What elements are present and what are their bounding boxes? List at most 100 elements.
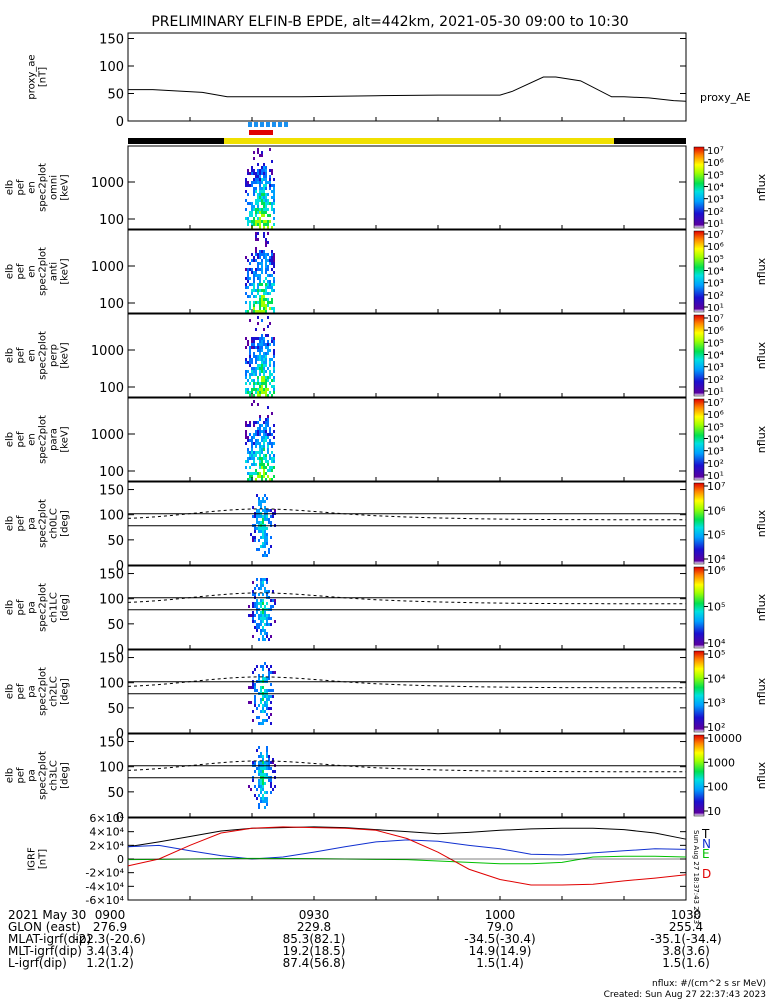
y-tick-label: 150	[99, 484, 124, 499]
spectrogram-cell	[258, 674, 260, 677]
spectrogram-cell	[260, 698, 262, 701]
spectrogram-cell	[253, 442, 255, 445]
spectrogram-cell	[273, 196, 275, 199]
spectrogram-cell	[263, 442, 265, 445]
spectrogram-cell	[261, 319, 263, 322]
spectrogram-cell	[265, 268, 267, 271]
spectrogram-cell	[273, 457, 275, 460]
spectrogram-cell	[260, 701, 262, 704]
science-zone-mark	[284, 122, 288, 127]
y-tick-label: 100	[99, 60, 124, 75]
colorbar-tick-label: 10⁴	[707, 672, 726, 685]
y-axis-label-line: spec2plot	[38, 583, 49, 632]
spectrogram-cell	[262, 668, 264, 671]
science-zone-mark	[278, 122, 282, 127]
spectrogram-cell	[245, 358, 247, 361]
spectrogram-cell	[253, 193, 255, 196]
spectrogram-cell	[252, 539, 254, 542]
spectrogram-cell	[245, 424, 247, 427]
spectrogram-cell	[258, 626, 260, 629]
spectrogram-cell	[260, 773, 262, 776]
spectrogram-cell	[262, 722, 264, 725]
spectrogram-cell	[258, 716, 260, 719]
spectrogram-cell	[263, 379, 265, 382]
spectrogram-cell	[273, 466, 275, 469]
spectrogram-cell	[265, 352, 267, 355]
spectrogram-cell	[253, 178, 255, 181]
y-tick-label: 100	[99, 593, 124, 608]
spectrogram-cell	[264, 494, 266, 497]
spectrogram-cell	[249, 355, 251, 358]
spectrogram-cell	[264, 506, 266, 509]
spectrogram-cell	[259, 427, 261, 430]
spectrogram-cell	[252, 581, 254, 584]
spectrogram-cell	[263, 391, 265, 394]
spectrogram-cell	[262, 611, 264, 614]
spectrogram-cell	[257, 172, 259, 175]
spectrogram-cell	[252, 761, 254, 764]
spectrogram-cell	[272, 695, 274, 698]
spectrogram-cell	[259, 424, 261, 427]
spectrogram-cell	[247, 424, 249, 427]
y-axis-label-line: elb	[5, 600, 16, 615]
spectrogram-cell	[255, 274, 257, 277]
spectrogram-cell	[251, 205, 253, 208]
spectrogram-cell	[265, 172, 267, 175]
y-axis-label-line: pef	[16, 347, 27, 364]
spectrogram-cell	[263, 280, 265, 283]
spectrogram-cell	[253, 340, 255, 343]
spectrogram-cell	[271, 190, 273, 193]
panel-proxy-ae: 0 50 100 150 proxy_AE proxy_ae [nT]	[27, 32, 751, 130]
spectrogram-cell	[258, 593, 260, 596]
spectrogram-cell	[264, 797, 266, 800]
created-stamp: Created: Sun Aug 27 22:37:43 2023	[604, 990, 766, 1000]
spectrogram-cell	[247, 439, 249, 442]
spectrogram-cell	[264, 782, 266, 785]
spectrogram-cell	[256, 611, 258, 614]
spectrogram-cell	[266, 746, 268, 749]
spectrogram-cell	[259, 430, 261, 433]
spectrogram-cell	[261, 361, 263, 364]
y-axis-label-line: spec2plot	[38, 331, 49, 380]
spectrogram-cell	[270, 545, 272, 548]
spectrogram-cell	[271, 286, 273, 289]
spectrogram-cell	[249, 319, 251, 322]
spectrogram-cell	[247, 181, 249, 184]
spectrogram-cell	[259, 454, 261, 457]
spectrogram-cell	[251, 253, 253, 256]
spectrogram-cell	[255, 346, 257, 349]
igrf-series-E	[127, 855, 687, 865]
colorbar-label: nflux	[755, 677, 768, 705]
spectrogram-cell	[269, 181, 271, 184]
spectrogram-cell	[255, 187, 257, 190]
colorbar	[693, 398, 705, 481]
spectrogram-cell	[269, 178, 271, 181]
spectrogram-cell	[272, 689, 274, 692]
spectrogram-cell	[258, 503, 260, 506]
spectrogram-cell	[247, 220, 249, 223]
spectrogram-cell	[252, 617, 254, 620]
spectrogram-cell	[261, 466, 263, 469]
spectrogram-cell	[253, 304, 255, 307]
spectrogram-cell	[258, 638, 260, 641]
spectrogram-cell	[268, 548, 270, 551]
spectrogram-cell	[271, 259, 273, 262]
y-tick-label: 100	[99, 465, 124, 480]
spectrogram-cell	[271, 208, 273, 211]
spectrogram-cell	[251, 367, 253, 370]
spectrogram-cell	[255, 211, 257, 214]
spectrogram-cell	[267, 193, 269, 196]
y-axis-label-line: pa	[27, 769, 38, 781]
spectrogram-cell	[271, 172, 273, 175]
spectrogram-cell	[259, 391, 261, 394]
y-tick-label: 150	[99, 652, 124, 667]
spectrogram-cell	[264, 530, 266, 533]
spectrogram-cell	[256, 767, 258, 770]
spectrogram-cell	[268, 614, 270, 617]
spectrogram-cell	[267, 469, 269, 472]
spectrogram-cell	[257, 379, 259, 382]
spectrogram-cell	[262, 626, 264, 629]
time-axis-value: 85.3(82.1)	[283, 932, 346, 946]
spectrogram-cell	[266, 533, 268, 536]
created-vertical: Sun Aug 27 18:37:43 2023	[692, 830, 700, 924]
